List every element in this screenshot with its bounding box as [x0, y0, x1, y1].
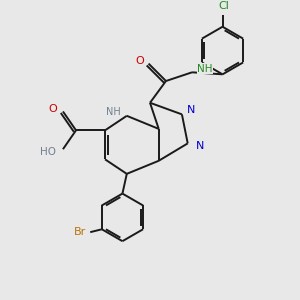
- Text: NH: NH: [106, 107, 121, 117]
- Text: N: N: [187, 105, 195, 115]
- Text: N: N: [196, 141, 204, 151]
- Text: Br: Br: [74, 227, 86, 237]
- Text: Cl: Cl: [218, 1, 230, 11]
- Text: HO: HO: [40, 147, 56, 157]
- Text: NH: NH: [197, 64, 213, 74]
- Text: O: O: [136, 56, 144, 66]
- Text: O: O: [48, 103, 57, 114]
